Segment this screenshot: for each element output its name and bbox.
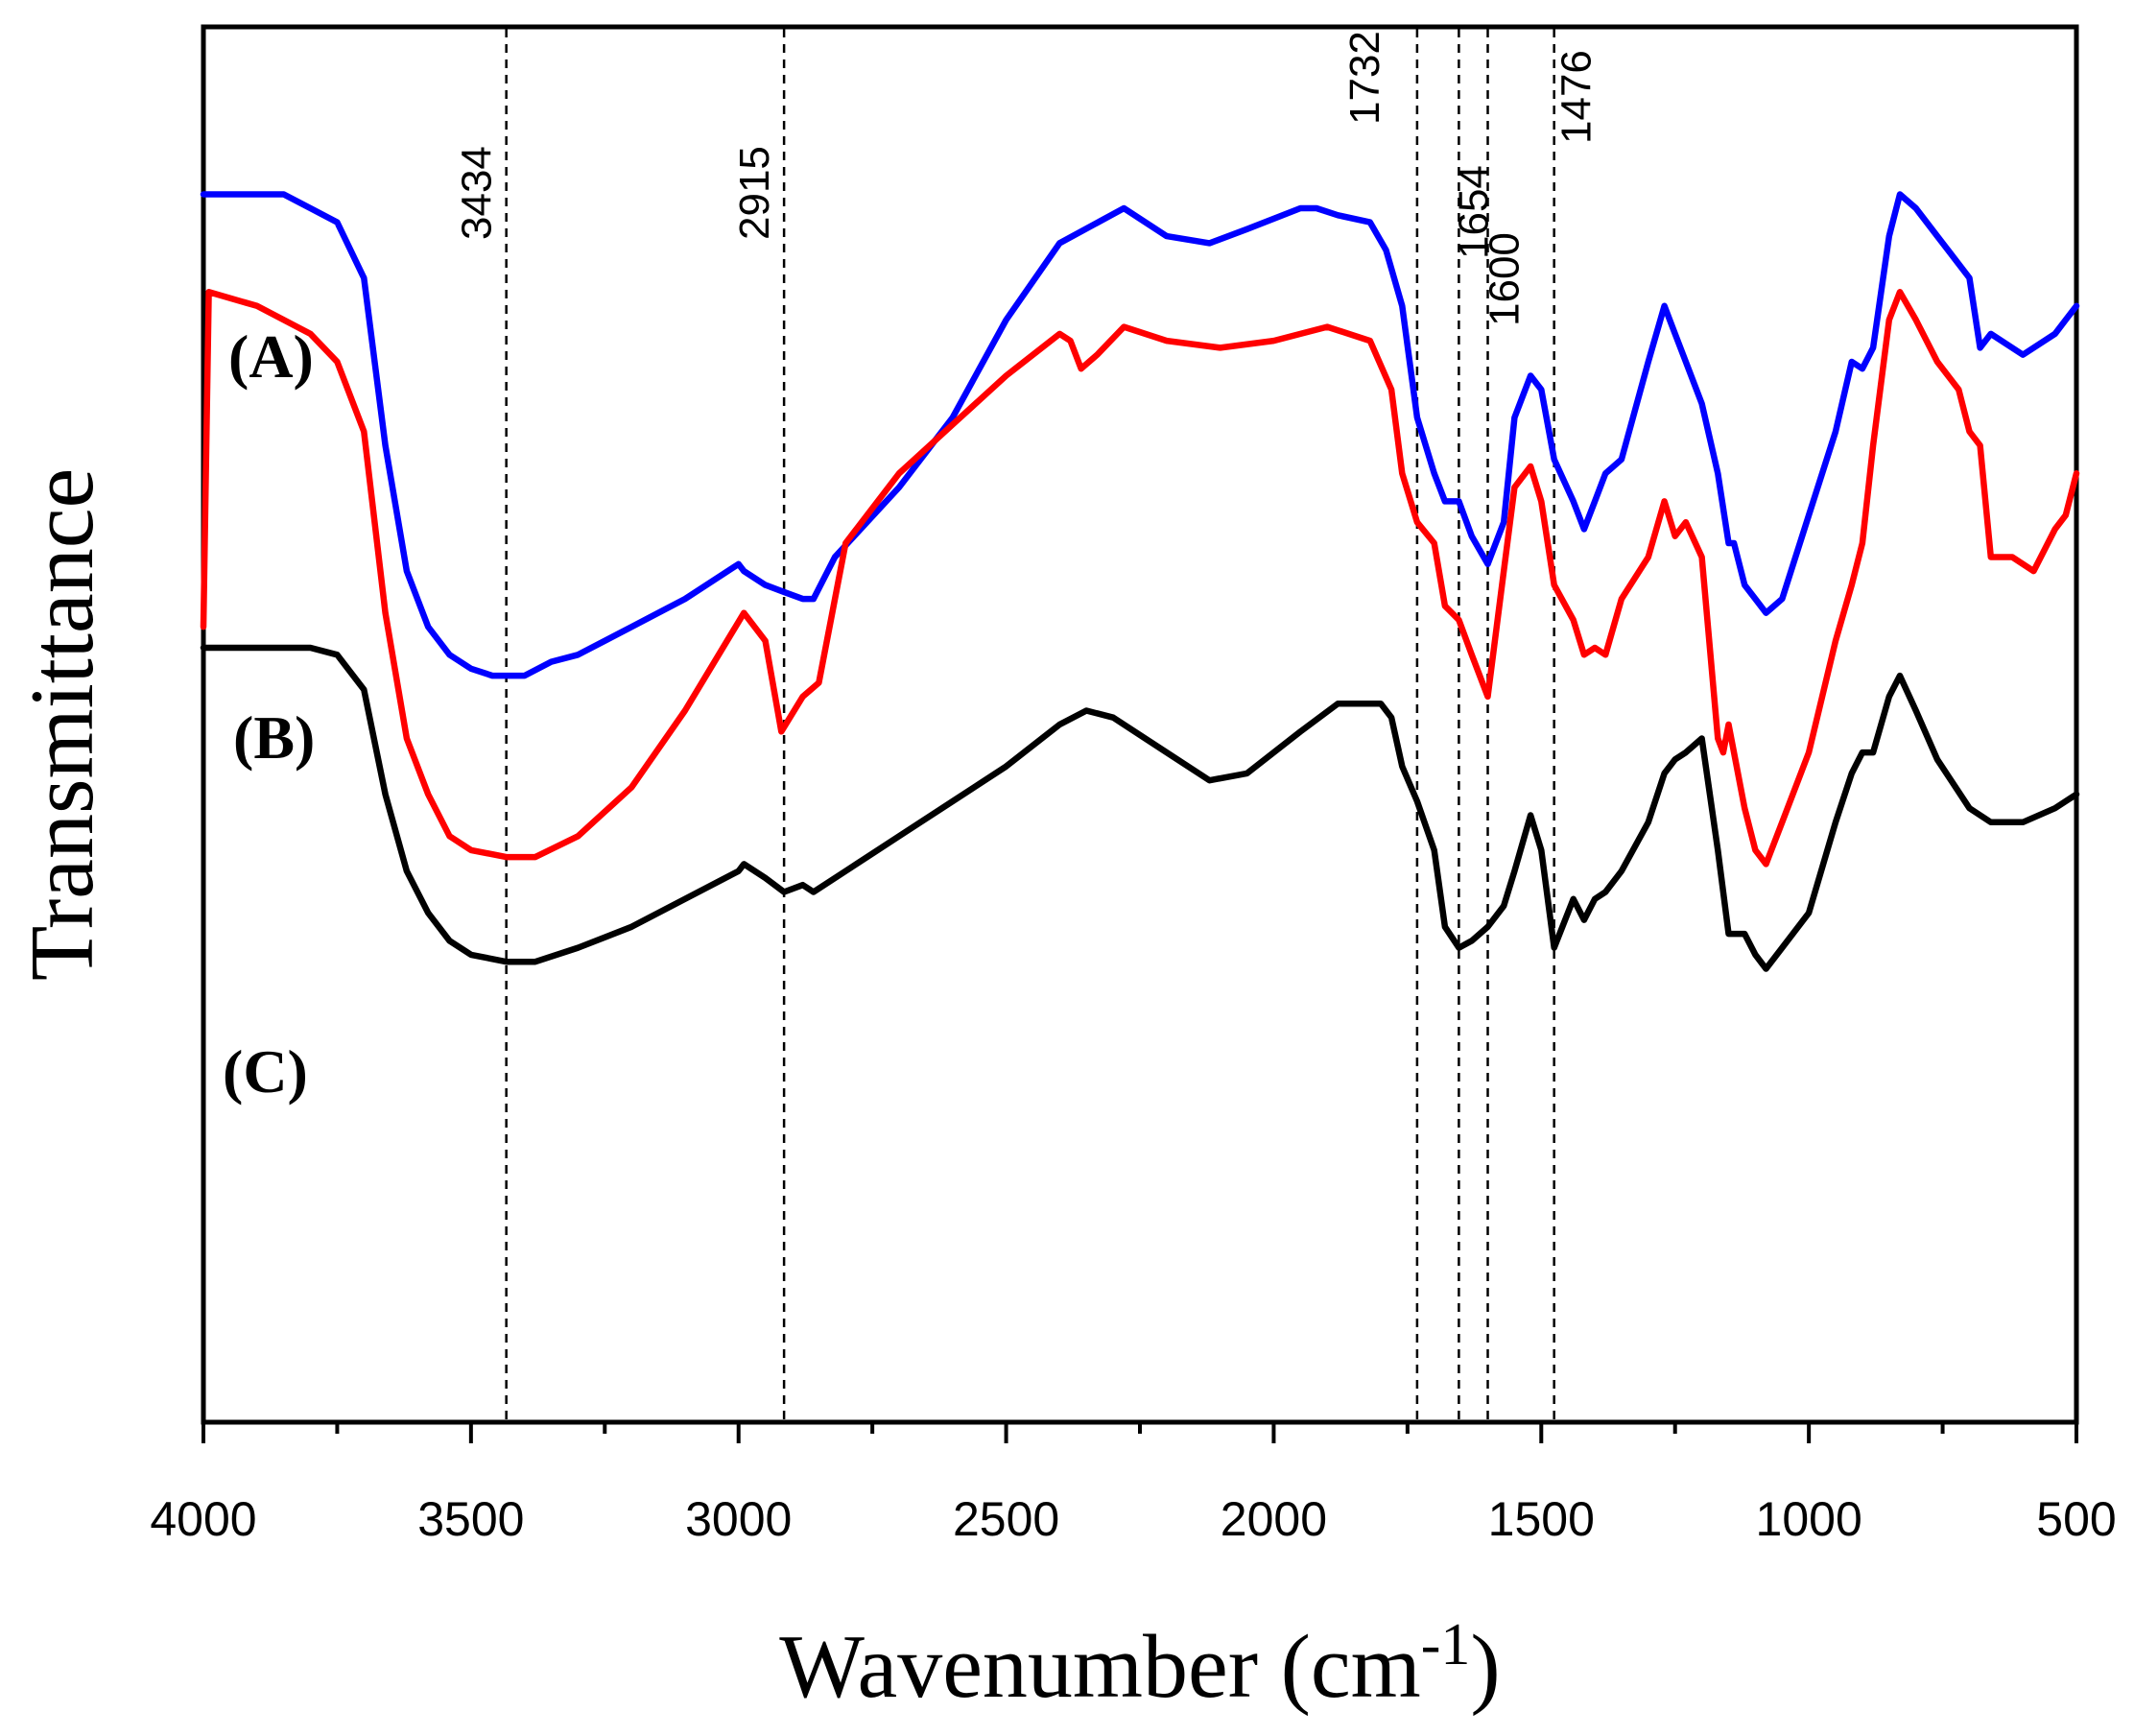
- peak-label-1654: 1654: [1450, 165, 1497, 259]
- series-line-b: [200, 289, 2080, 868]
- x-axis-title-close: ): [1470, 1617, 1500, 1717]
- series-label-a: (A): [228, 322, 314, 391]
- peak-label-3434: 3434: [454, 146, 501, 240]
- x-tick-label-4000: 4000: [150, 1492, 256, 1546]
- x-axis-tick-labels: 4000 3500 3000 2500 2000 1500 1000 500: [150, 1492, 2116, 1546]
- x-tick-label-1500: 1500: [1488, 1492, 1595, 1546]
- x-tick-label-2000: 2000: [1221, 1492, 1327, 1546]
- x-axis-title-superscript: -1: [1421, 1612, 1471, 1677]
- series-label-b: (B): [233, 703, 315, 772]
- x-tick-label-3000: 3000: [685, 1492, 792, 1546]
- peak-label-1476: 1476: [1553, 50, 1600, 144]
- peak-label-2915: 2915: [731, 146, 778, 240]
- x-tick-label-1000: 1000: [1756, 1492, 1862, 1546]
- x-tick-label-2500: 2500: [953, 1492, 1059, 1546]
- x-tick-label-500: 500: [2036, 1492, 2116, 1546]
- series-labels: (A) (B) (C): [223, 322, 315, 1106]
- peak-reference-lines: [505, 29, 1555, 1420]
- peak-label-1732: 1732: [1341, 31, 1388, 125]
- series-label-c: (C): [223, 1037, 308, 1106]
- x-axis-title: Wavenumber (cm-1): [779, 1612, 1500, 1717]
- x-axis-ticks: [202, 1422, 2078, 1443]
- x-axis-title-main: Wavenumber (cm: [779, 1617, 1420, 1717]
- series-line-c: [200, 644, 2080, 972]
- y-axis-title: Transmittance: [12, 468, 112, 981]
- series-line-a: [200, 191, 2080, 679]
- series-group: [200, 191, 2080, 972]
- peak-label-1600: 1600: [1482, 232, 1529, 326]
- x-tick-label-3500: 3500: [417, 1492, 524, 1546]
